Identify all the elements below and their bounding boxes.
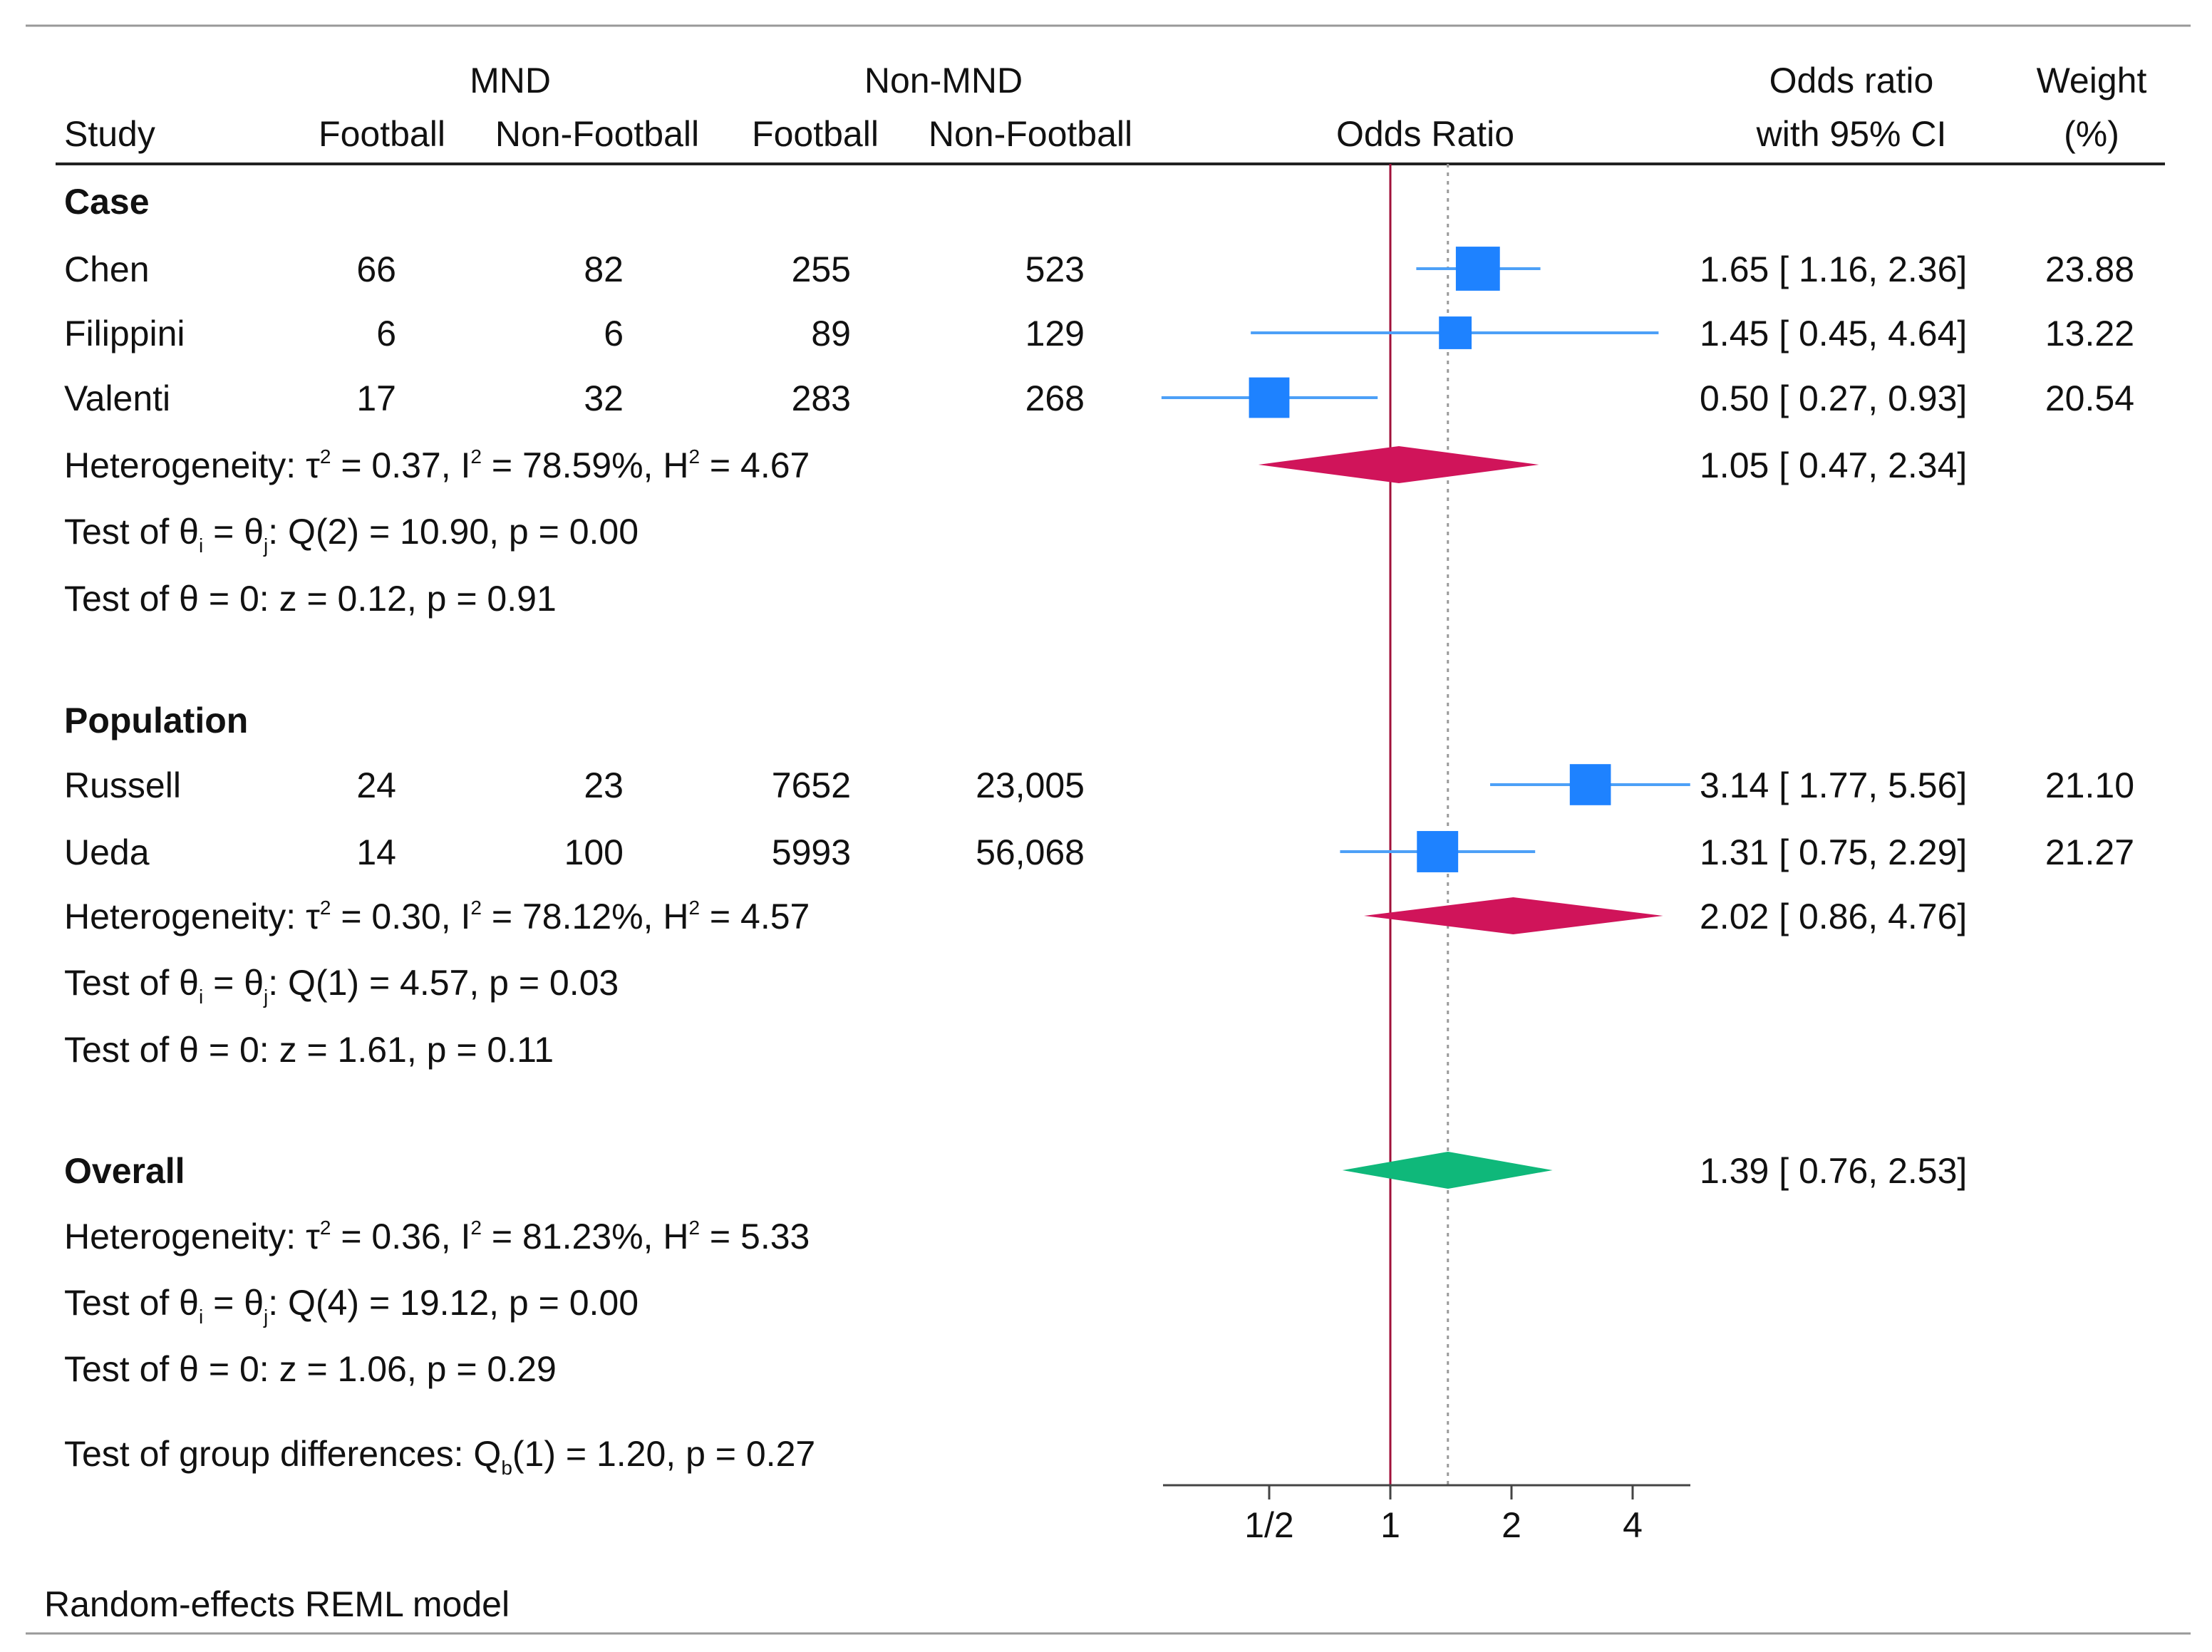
q-test-population: Test of θi = θj: Q(1) = 4.57, p = 0.03 [64,963,619,1008]
cell-mnd-football: 24 [356,765,396,805]
cell-mnd-football: 17 [356,378,396,418]
cell-mnd-non-football: 6 [604,314,624,353]
pooled-or-ci-population: 2.02 [ 0.86, 4.76] [1700,897,1967,936]
or-ci-value: 1.31 [ 0.75, 2.29] [1700,832,1967,872]
group-heading-case: Case [64,182,150,222]
header-or-ci-line2: with 95% CI [1756,114,1947,154]
or-ci-value: 1.65 [ 1.16, 2.36] [1700,249,1967,289]
or-ci-value: 3.14 [ 1.77, 5.56] [1700,765,1967,805]
cell-mnd-non-football: 100 [564,832,624,872]
x-tick-label: 2 [1502,1505,1521,1545]
weight-value: 20.54 [2045,378,2134,418]
header-non-mnd-non-football: Non-Football [929,114,1132,154]
cell-mnd-football: 14 [356,832,396,872]
header-or-ci-line1: Odds ratio [1769,61,1934,100]
heterogeneity-population: Heterogeneity: τ2 = 0.30, I2 = 78.12%, H… [64,897,810,936]
cell-mnd-football: 6 [376,314,396,353]
x-tick-label: 1 [1380,1505,1400,1545]
heterogeneity-overall: Heterogeneity: τ2 = 0.36, I2 = 81.23%, H… [64,1217,810,1256]
study-name-chen: Chen [64,249,150,289]
cell-non-mnd-football: 5993 [772,832,851,872]
weight-value: 21.10 [2045,765,2134,805]
header-non-mnd-football: Football [752,114,879,154]
cell-non-mnd-non-football: 56,068 [976,832,1085,872]
cell-non-mnd-non-football: 523 [1025,249,1085,289]
study-name-valenti: Valenti [64,378,170,418]
header-weight-line2: (%) [2064,114,2119,154]
or-ci-value: 0.50 [ 0.27, 0.93] [1700,378,1967,418]
plot-marks [1161,247,1690,1189]
header-study: Study [64,114,155,154]
cell-non-mnd-football: 255 [792,249,851,289]
cell-non-mnd-football: 89 [811,314,851,353]
study-marker [1569,764,1611,805]
cell-non-mnd-football: 7652 [772,765,851,805]
group-heading-population: Population [64,701,248,740]
cell-non-mnd-non-football: 268 [1025,378,1085,418]
x-tick-label: 4 [1623,1505,1643,1545]
study-name-ueda: Ueda [64,832,150,872]
x-axis: 1/2 1 2 4 [1163,1484,1690,1545]
q-test-case: Test of θi = θj: Q(2) = 10.90, p = 0.00 [64,512,639,557]
study-marker [1249,377,1290,418]
header-odds-ratio-axis: Odds Ratio [1336,114,1514,154]
header-non-mnd: Non-MND [864,61,1023,100]
weight-value: 23.88 [2045,249,2134,289]
header-mnd-football: Football [319,114,445,154]
study-name-filippini: Filippini [64,314,185,353]
cell-mnd-non-football: 82 [584,249,624,289]
x-tick-label: 1/2 [1244,1505,1294,1545]
cell-mnd-non-football: 23 [584,765,624,805]
pooled-diamond-population [1364,897,1663,934]
study-marker [1455,247,1500,291]
weight-value: 13.22 [2045,314,2134,353]
pooled-or-ci-case: 1.05 [ 0.47, 2.34] [1700,445,1967,485]
overall-or-ci: 1.39 [ 0.76, 2.53] [1700,1151,1967,1191]
cell-non-mnd-football: 283 [792,378,851,418]
study-marker [1439,316,1472,349]
pooled-diamond-case [1258,446,1539,483]
header-mnd-non-football: Non-Football [495,114,699,154]
study-name-russell: Russell [64,765,181,805]
cell-non-mnd-non-football: 129 [1025,314,1085,353]
header-weight-line1: Weight [2037,61,2147,100]
header-mnd: MND [470,61,551,100]
z-test-case: Test of θ = 0: z = 0.12, p = 0.91 [64,579,557,619]
cell-mnd-football: 66 [356,249,396,289]
overall-diamond [1342,1152,1553,1189]
heterogeneity-case: Heterogeneity: τ2 = 0.37, I2 = 78.59%, H… [64,445,810,485]
study-marker [1417,831,1459,872]
model-note: Random-effects REML model [44,1584,510,1624]
z-test-population: Test of θ = 0: z = 1.61, p = 0.11 [64,1030,554,1070]
cell-mnd-non-football: 32 [584,378,624,418]
weight-value: 21.27 [2045,832,2134,872]
z-test-overall: Test of θ = 0: z = 1.06, p = 0.29 [64,1349,557,1389]
group-differences-test: Test of group differences: Qb(1) = 1.20,… [64,1434,815,1479]
cell-non-mnd-non-football: 23,005 [976,765,1085,805]
q-test-overall: Test of θi = θj: Q(4) = 19.12, p = 0.00 [64,1283,639,1328]
group-heading-overall: Overall [64,1151,185,1191]
or-ci-value: 1.45 [ 0.45, 4.64] [1700,314,1967,353]
